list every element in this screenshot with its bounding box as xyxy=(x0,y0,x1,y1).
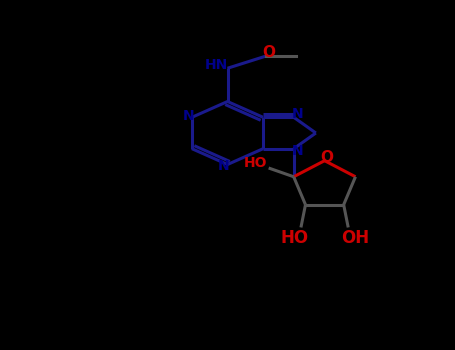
Text: N: N xyxy=(292,144,303,158)
Text: O: O xyxy=(320,150,334,165)
Text: HN: HN xyxy=(204,58,228,72)
Text: OH: OH xyxy=(341,229,369,247)
Text: HO: HO xyxy=(243,156,267,170)
Text: O: O xyxy=(262,45,275,60)
Text: N: N xyxy=(292,107,303,121)
Text: N: N xyxy=(182,108,194,122)
Text: HO: HO xyxy=(280,229,308,247)
Text: N: N xyxy=(218,159,230,173)
